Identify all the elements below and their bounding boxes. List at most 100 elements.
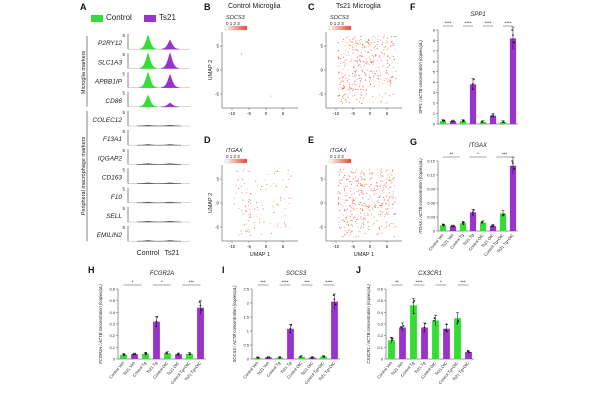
umap-cell-dot <box>358 230 361 232</box>
umap-cell-dot <box>339 62 341 64</box>
umap-cell-dot <box>355 207 357 210</box>
violin-tick: 5 <box>122 33 125 38</box>
umap-cell-dot <box>354 74 356 76</box>
bar-control-2 <box>142 353 149 360</box>
umap-cell-dot <box>349 204 351 206</box>
umap-cell-dot <box>346 185 348 187</box>
umap-cell-dot <box>356 62 359 64</box>
umap-cell-dot <box>349 83 351 85</box>
umap-cell-dot <box>343 188 346 190</box>
umap-cell-dot <box>259 222 261 224</box>
umap-cell-dot <box>369 44 371 46</box>
umap-cell-dot <box>339 170 341 172</box>
bar-ytick-label: 2 <box>433 101 436 106</box>
umap-cell-dot <box>347 229 350 232</box>
umap-cell-dot <box>249 199 251 201</box>
bar-datapoint <box>472 83 474 85</box>
umap-cell-dot <box>375 205 377 207</box>
umap-cell-dot <box>386 80 388 82</box>
umap-cell-dot <box>338 180 340 182</box>
bar-datapoint <box>413 300 416 302</box>
umap-cell-dot <box>339 227 341 229</box>
umap-cell-dot <box>259 219 261 221</box>
umap-cell-dot <box>380 215 382 217</box>
umap-cell-dot <box>361 205 363 207</box>
umap-cell-dot <box>275 185 277 187</box>
umap-cell-dot <box>355 180 357 182</box>
umap-cell-dot <box>346 41 348 43</box>
umap-cell-dot <box>355 72 357 74</box>
umap-cell-dot <box>376 234 378 236</box>
umap-cell-dot <box>376 48 378 50</box>
umap-cell-dot <box>352 198 354 201</box>
umap-cell-dot <box>383 48 385 51</box>
bar-xtick-label: Control Veh <box>376 360 393 379</box>
umap-cell-dot <box>354 202 356 204</box>
bar-ts21-5 <box>489 225 497 231</box>
umap-cell-dot <box>284 214 286 216</box>
panel-g-letter: G <box>410 137 418 147</box>
sig-label: **** <box>415 280 422 285</box>
umap-cell-dot <box>368 57 370 59</box>
umap-cell-dot <box>361 185 363 187</box>
umap-cell-dot <box>387 213 389 215</box>
umap-cell-dot <box>260 213 262 216</box>
umap-cell-dot <box>373 188 375 190</box>
bar-ytick-label: 3 <box>433 90 436 95</box>
umap-cell-dot <box>242 199 244 201</box>
umap-cell-dot <box>369 209 371 211</box>
umap-cell-dot <box>368 51 370 54</box>
bar-ytick-label: 5 <box>433 69 436 74</box>
umap-cell-dot <box>386 182 388 184</box>
umap-cell-dot <box>352 89 354 91</box>
umap-cell-dot <box>391 180 393 182</box>
umap-cell-dot <box>338 58 340 60</box>
bar-datapoint <box>466 350 469 352</box>
sig-label: **** <box>484 21 491 26</box>
umap-cell-dot <box>386 178 388 180</box>
bar-datapoint <box>390 337 393 339</box>
umap-cell-dot <box>342 236 344 238</box>
bar-ytick-label: 0.03 <box>427 215 436 220</box>
umap-cell-dot <box>376 60 378 62</box>
umap-cell-dot <box>346 63 348 65</box>
umap-cell-dot <box>351 213 353 215</box>
umap-cell-dot <box>249 212 251 214</box>
panel-h: H FCGR2A 0 0.1 0.2 0.3 0.4 0.5 0.6 FCGR2A / ACTB… <box>88 265 212 399</box>
umap-ytick-label: -5 <box>215 92 219 97</box>
umap-cell-dot <box>343 75 345 77</box>
bar-ts21-7 <box>509 165 517 231</box>
umap-cell-dot <box>384 227 386 229</box>
umap-scale-labels: 0 1 2 3 <box>226 21 240 26</box>
umap-cell-dot <box>364 217 366 219</box>
umap-cell-dot <box>284 224 286 226</box>
umap-cell-dot <box>338 202 340 204</box>
umap-cell-dot <box>370 214 372 216</box>
umap-cell-dot <box>286 186 288 189</box>
umap-cell-dot <box>388 57 390 59</box>
umap-cell-dot <box>339 77 341 79</box>
umap-cell-dot <box>360 219 363 221</box>
umap-cell-dot <box>356 61 358 63</box>
bar-control-2 <box>459 120 467 124</box>
umap-cell-dot <box>386 169 388 171</box>
violin-tick: 5 <box>122 91 125 96</box>
umap-cell-dot <box>358 182 360 184</box>
umap-cell-dot <box>392 71 394 73</box>
umap-cell-dot <box>353 209 355 211</box>
umap-cell-dot <box>371 173 373 176</box>
umap-cell-dot <box>363 46 365 48</box>
umap-cell-dot <box>356 42 358 44</box>
umap-cell-dot <box>383 189 385 191</box>
umap-xtick-label: -10 <box>333 111 340 116</box>
umap-cell-dot <box>340 81 342 83</box>
umap-cell-dot <box>348 73 350 75</box>
umap-cell-dot <box>377 75 379 77</box>
sig-label: **** <box>281 280 288 285</box>
violin-control-emilin2 <box>136 240 160 242</box>
violin-ts21-slc1a3 <box>160 52 180 69</box>
umap-cell-dot <box>371 62 373 64</box>
umap-cell-dot <box>344 85 346 88</box>
bar-ytick-label: 1.5 <box>243 315 249 320</box>
violin-xlabel-control: Control <box>137 250 160 257</box>
